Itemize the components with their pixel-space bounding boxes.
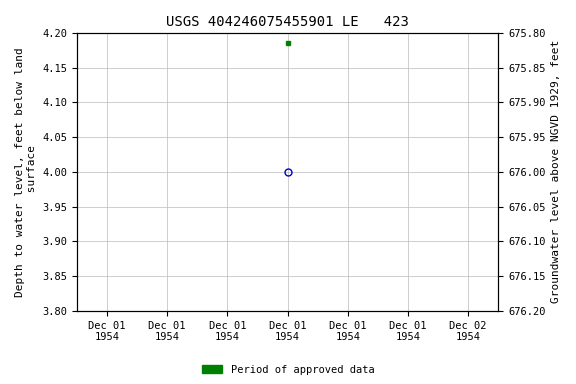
Legend: Period of approved data: Period of approved data: [198, 361, 378, 379]
Title: USGS 404246075455901 LE   423: USGS 404246075455901 LE 423: [166, 15, 409, 29]
Y-axis label: Groundwater level above NGVD 1929, feet: Groundwater level above NGVD 1929, feet: [551, 40, 561, 303]
Y-axis label: Depth to water level, feet below land
 surface: Depth to water level, feet below land su…: [15, 47, 37, 297]
